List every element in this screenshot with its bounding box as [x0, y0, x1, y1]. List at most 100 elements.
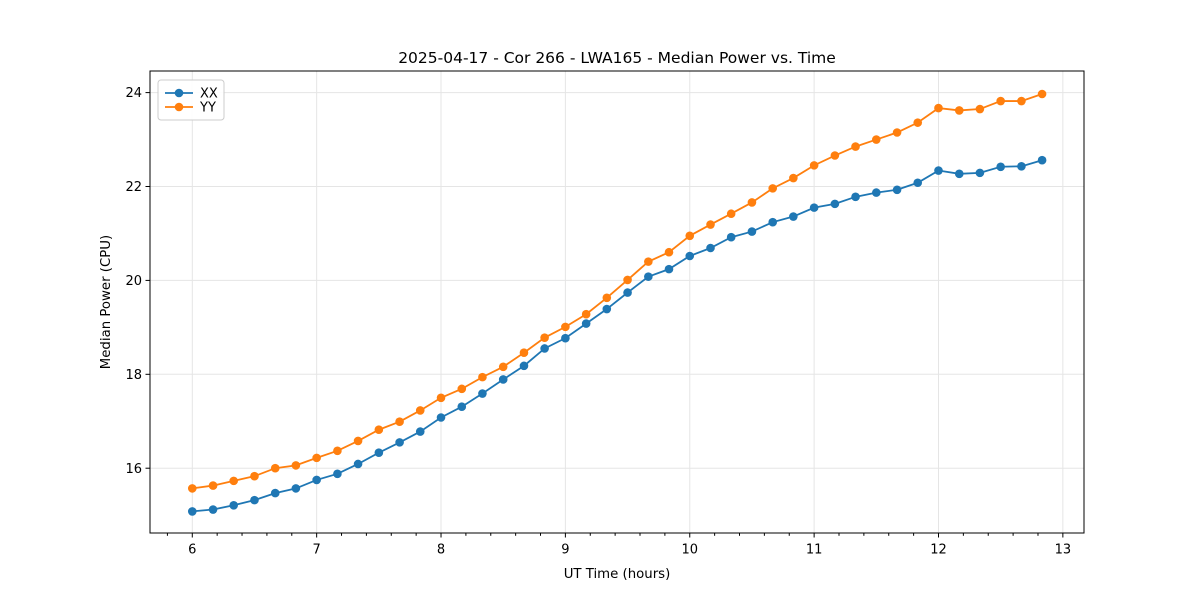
x-tick-label: 7	[313, 543, 321, 558]
series-xx-point	[478, 389, 487, 398]
series-xx-point	[581, 319, 591, 328]
series-yy-point	[415, 406, 425, 415]
x-tick-label: 9	[561, 543, 569, 558]
series-xx-point	[498, 375, 508, 384]
series-yy-point	[768, 184, 778, 193]
x-tick-label: 12	[930, 543, 947, 558]
series-xx-point	[1037, 155, 1047, 165]
series-yy-point	[706, 220, 715, 229]
legend-marker	[174, 102, 184, 112]
series-xx-point	[187, 507, 197, 516]
chart-title: 2025-04-17 - Cor 266 - LWA165 - Median P…	[398, 49, 836, 67]
series-yy-point	[395, 417, 404, 427]
series-yy-point	[353, 436, 363, 446]
y-axis-label: Median Power (CPU)	[99, 235, 114, 369]
legend-box	[157, 79, 225, 121]
series-yy-point	[664, 247, 674, 257]
series-yy-point	[561, 322, 570, 332]
series-xx-point	[353, 459, 363, 469]
series-xx-point	[291, 484, 301, 493]
x-tick-label: 6	[188, 543, 196, 558]
series-xx-point	[270, 488, 280, 498]
y-tick-label: 24	[125, 86, 142, 101]
series-xx-point	[913, 178, 923, 188]
legend-label-yy: YY	[199, 101, 216, 116]
series-yy-point	[291, 461, 301, 470]
series-yy-line	[192, 93, 1043, 490]
series-yy-point	[747, 198, 757, 207]
series-xx-point	[519, 361, 529, 371]
series-yy-point	[312, 453, 321, 463]
x-tick-label: 10	[681, 543, 698, 558]
series-xx-point	[1017, 162, 1026, 171]
plot-border	[149, 70, 1085, 534]
series-yy-point	[208, 481, 218, 490]
series-xx-point	[561, 333, 570, 343]
series-xx-point	[726, 232, 736, 242]
series-yy-point	[519, 348, 529, 358]
legend-marker	[174, 88, 184, 98]
series-xx-point	[747, 227, 757, 236]
series-xx-point	[436, 413, 446, 422]
series-yy-point	[685, 231, 695, 241]
series-yy-point	[1017, 96, 1026, 106]
series-xx-point	[312, 475, 321, 485]
series-yy-point	[892, 128, 902, 137]
series-yy-point	[457, 384, 467, 394]
series-yy-point	[374, 425, 384, 435]
legend-label-xx: XX	[200, 87, 218, 102]
x-axis-label: UT Time (hours)	[564, 567, 671, 582]
series-xx-point	[954, 169, 964, 179]
series-xx-point	[540, 344, 549, 353]
series-yy-point	[975, 104, 985, 114]
series-yy-point	[498, 362, 508, 372]
series-xx-point	[623, 288, 632, 297]
series-yy-point	[540, 333, 549, 342]
series-xx-point	[975, 168, 985, 178]
series-xx-point	[809, 203, 819, 212]
series-xx-point	[685, 251, 695, 261]
series-xx-point	[768, 217, 778, 227]
series-yy-point	[187, 484, 197, 493]
series-xx-point	[333, 469, 342, 479]
series-yy-point	[581, 309, 591, 319]
series-xx-point	[851, 192, 860, 202]
series-xx-point	[706, 243, 715, 253]
series-yy-point	[229, 476, 238, 486]
series-xx-point	[789, 212, 798, 221]
series-yy-point	[996, 96, 1005, 106]
series-yy-point	[872, 135, 881, 144]
series-xx-point	[415, 427, 425, 436]
series-yy-point	[333, 446, 342, 456]
y-tick-label: 20	[125, 274, 142, 289]
series-yy-point	[954, 106, 964, 115]
y-tick-label: 16	[125, 462, 142, 477]
series-yy-point	[478, 372, 487, 382]
series-yy-point	[789, 173, 798, 183]
series-yy-point	[250, 471, 259, 481]
series-xx-point	[996, 162, 1005, 172]
series-xx-point	[395, 438, 404, 447]
series-xx-point	[229, 500, 238, 510]
series-yy-point	[270, 463, 280, 473]
series-xx-point	[872, 188, 881, 197]
series-xx-point	[250, 495, 259, 505]
y-tick-label: 18	[125, 368, 142, 383]
series-xx-point	[457, 402, 467, 412]
series-xx-point	[664, 264, 674, 274]
series-yy-point	[644, 257, 653, 266]
x-tick-label: 13	[1055, 543, 1072, 558]
series-yy-point	[726, 209, 736, 219]
series-xx-point	[934, 166, 943, 175]
series-xx-point	[602, 304, 612, 314]
y-tick-label: 22	[125, 180, 142, 195]
series-xx-point	[644, 272, 653, 281]
x-tick-label: 8	[437, 543, 445, 558]
series-yy-point	[830, 151, 840, 160]
series-yy-point	[934, 103, 943, 113]
series-yy-point	[602, 293, 612, 303]
